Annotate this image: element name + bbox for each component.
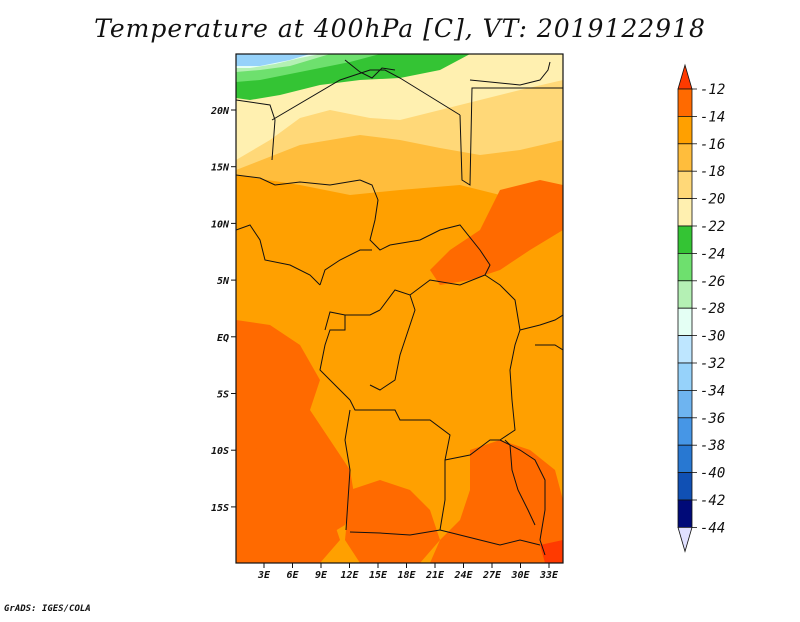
colorbar-swatch [677, 362, 693, 391]
y-tick-label: 20N [210, 106, 230, 117]
colorbar-swatch [677, 307, 693, 337]
colorbar-label: -26 [700, 274, 725, 290]
temperature-field [236, 54, 563, 563]
x-axis: 3E 6E 9E 12E 15E 18E 21E 24E 27E 30E 33E [257, 563, 559, 581]
colorbar-label: -14 [700, 109, 725, 125]
colorbar-swatch [677, 389, 693, 419]
y-tick-label: 10S [211, 446, 229, 457]
colorbar-label: -20 [700, 192, 725, 208]
colorbar-swatch [677, 335, 693, 364]
colorbar-label: -18 [700, 164, 725, 180]
colorbar-label: -40 [700, 466, 725, 482]
colorbar-bottom-arrow [677, 527, 693, 553]
x-tick-label: 27E [482, 570, 502, 581]
x-tick-label: 9E [315, 570, 328, 581]
x-tick-label: 24E [453, 570, 473, 581]
plot-frame [235, 53, 564, 564]
y-tick-label: 10N [211, 219, 230, 230]
country-borders [236, 59, 563, 556]
colorbar-label: -24 [700, 246, 725, 262]
colorbar-label: -42 [700, 493, 725, 509]
colorbar-label: -30 [700, 329, 725, 345]
colorbar-swatch [677, 252, 693, 282]
y-tick-label: EQ [217, 333, 229, 344]
y-tick-label: 5S [217, 390, 229, 401]
x-tick-label: 21E [425, 570, 445, 581]
colorbar-label: -34 [700, 383, 725, 399]
colorbar-label: -44 [700, 520, 725, 536]
y-axis: 20N 15N 10N 5N EQ 5S 10S 15S [210, 106, 236, 514]
colorbar-label: -38 [700, 438, 725, 454]
colorbar-swatch [677, 170, 693, 199]
x-tick-label: 30E [510, 570, 530, 581]
x-tick-label: 15E [369, 570, 388, 581]
colorbar-swatch [677, 225, 693, 254]
y-tick-label: 15N [211, 163, 230, 174]
colorbar-top-arrow [677, 63, 693, 90]
x-tick-label: 3E [257, 570, 271, 581]
x-tick-label: 6E [286, 570, 299, 581]
colorbar-swatch [677, 444, 693, 474]
colorbar-label: -22 [700, 219, 725, 235]
colorbar-swatch [677, 198, 693, 227]
colorbar-swatch [677, 417, 693, 446]
colorbar-swatch [677, 499, 693, 528]
colorbar-label: -32 [700, 356, 725, 372]
colorbar-label: -36 [700, 411, 725, 427]
colorbar-swatch [677, 143, 693, 172]
colorbar-label: -28 [700, 301, 725, 317]
chart-title: Temperature at 400hPa [C], VT: 201912291… [94, 14, 706, 43]
y-tick-label: 15S [211, 503, 229, 514]
colorbar-swatch [677, 280, 693, 309]
footer-credit: GrADS: IGES/COLA [4, 604, 91, 614]
y-tick-label: 5N [217, 276, 230, 287]
colorbar-swatch [677, 116, 693, 145]
colorbar-label: -12 [700, 82, 725, 98]
colorbar-swatch [677, 88, 693, 117]
x-tick-label: 12E [340, 570, 359, 581]
x-tick-label: 33E [539, 570, 559, 581]
x-tick-label: 18E [397, 570, 416, 581]
colorbar-label: -16 [700, 137, 725, 153]
colorbar-swatch [677, 472, 693, 501]
colorbar: -12 -14 -16 -18 -20 -22 -24 -26 -28 -30 -32 -34 -36 -… [677, 63, 725, 553]
